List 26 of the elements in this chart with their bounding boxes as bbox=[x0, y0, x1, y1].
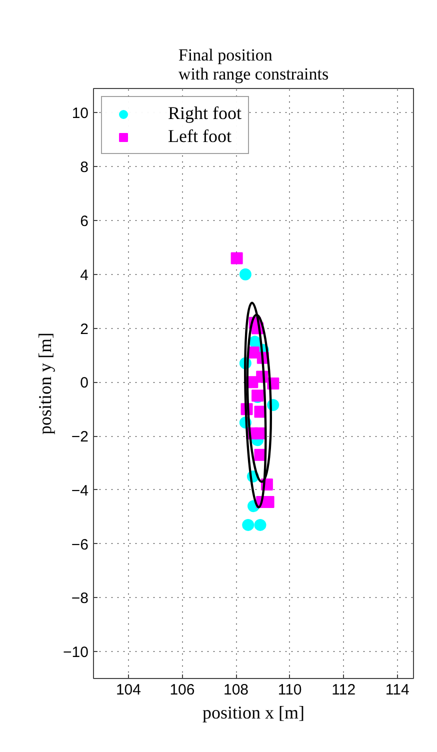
y-tick-label: −6 bbox=[71, 536, 89, 554]
x-tick-label: 110 bbox=[278, 682, 302, 698]
y-tick-label: 0 bbox=[80, 374, 88, 392]
legend-label: Right foot bbox=[168, 103, 242, 124]
x-tick-label: 104 bbox=[116, 682, 141, 698]
point bbox=[242, 518, 254, 531]
y-tick-label: 2 bbox=[80, 320, 88, 338]
x-axis-title: position x [m] bbox=[202, 702, 304, 722]
x-tick-label: 106 bbox=[170, 682, 195, 698]
point bbox=[230, 252, 243, 264]
y-tick-label: −8 bbox=[71, 590, 89, 608]
legend-label: Left foot bbox=[168, 126, 232, 147]
y-tick-label: 4 bbox=[80, 266, 88, 284]
x-tick-label: 112 bbox=[332, 682, 356, 698]
y-axis-title: position y [m] bbox=[35, 332, 56, 434]
chart-title: Final position with range constraints bbox=[178, 46, 329, 84]
x-tick-label: 114 bbox=[385, 682, 410, 698]
point bbox=[239, 268, 252, 280]
point bbox=[254, 518, 266, 531]
y-tick-label: −2 bbox=[71, 428, 89, 446]
y-tick-label: 8 bbox=[80, 159, 88, 176]
x-tick-label: 108 bbox=[224, 682, 249, 698]
y-tick-label: 6 bbox=[80, 213, 88, 230]
y-tick-label: −4 bbox=[71, 482, 89, 500]
y-tick-label: −10 bbox=[63, 644, 89, 662]
y-tick-label: 10 bbox=[72, 105, 89, 122]
